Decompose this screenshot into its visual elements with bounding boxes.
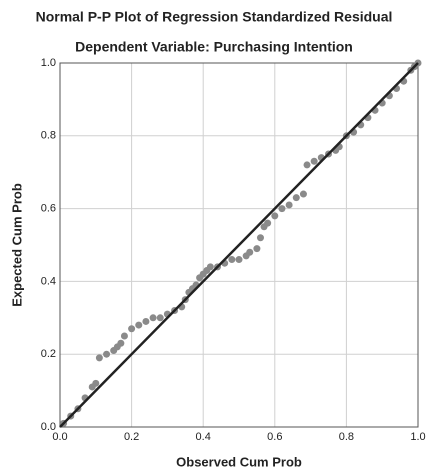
point — [135, 322, 142, 329]
y-tick-label: 0.0 — [41, 421, 56, 433]
point — [257, 234, 264, 241]
x-tick-label: 1.0 — [410, 431, 425, 443]
point — [157, 314, 164, 321]
point — [207, 263, 214, 270]
point — [304, 161, 311, 168]
point — [293, 194, 300, 201]
point — [286, 201, 293, 208]
point — [246, 249, 253, 256]
reference-line — [60, 63, 418, 427]
point — [117, 340, 124, 347]
point — [253, 245, 260, 252]
y-tick-label: 1.0 — [41, 57, 56, 69]
point — [128, 325, 135, 332]
x-tick-label: 0.4 — [196, 431, 211, 443]
point — [92, 380, 99, 387]
y-tick-label: 0.2 — [41, 348, 56, 360]
y-axis-label: Expected Cum Prob — [9, 183, 24, 307]
point — [103, 351, 110, 358]
point — [228, 256, 235, 263]
point — [142, 318, 149, 325]
point — [300, 191, 307, 198]
chart-subtitle: Dependent Variable: Purchasing Intention — [75, 39, 353, 55]
y-tick-label: 0.4 — [41, 275, 56, 287]
chart-title: Normal P-P Plot of Regression Standardiz… — [36, 9, 393, 25]
point — [236, 256, 243, 263]
x-tick-label: 0.8 — [339, 431, 354, 443]
x-axis-label: Observed Cum Prob — [176, 454, 302, 469]
chart: Normal P-P Plot of Regression Standardiz… — [0, 0, 428, 473]
point — [278, 205, 285, 212]
point — [311, 158, 318, 165]
point — [121, 333, 128, 340]
x-tick-label: 0.6 — [267, 431, 282, 443]
point — [271, 212, 278, 219]
point — [150, 314, 157, 321]
point — [96, 354, 103, 361]
y-tick-label: 0.8 — [41, 130, 56, 142]
x-tick-label: 0.2 — [124, 431, 139, 443]
point — [264, 220, 271, 227]
y-tick-label: 0.6 — [41, 203, 56, 215]
